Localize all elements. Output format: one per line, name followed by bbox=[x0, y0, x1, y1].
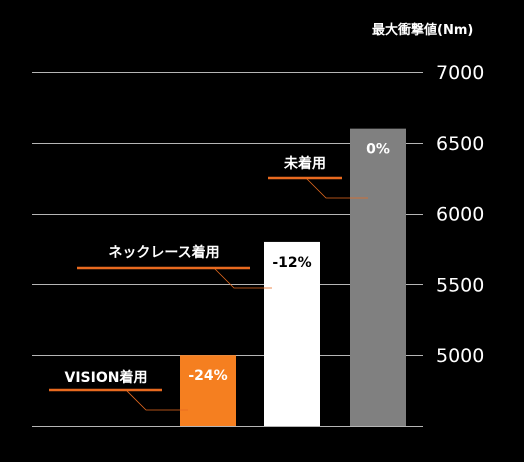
data-label: 0% bbox=[366, 142, 390, 158]
category-label: 未着用 bbox=[284, 155, 326, 172]
y-tick-label: 6000 bbox=[436, 204, 484, 226]
data-label: -12% bbox=[272, 255, 311, 271]
data-label: -24% bbox=[188, 368, 227, 384]
category-annotations: VISION着用 ネックレース着用 未着用 bbox=[49, 155, 368, 411]
leader-line bbox=[213, 267, 272, 289]
y-axis-label: 最大衝撃値(Nm) bbox=[372, 22, 473, 38]
leader-line bbox=[305, 177, 368, 199]
y-tick-label: 5500 bbox=[436, 274, 484, 296]
y-tick-label: 5000 bbox=[436, 345, 484, 367]
y-tick-label: 6500 bbox=[436, 133, 484, 155]
bar bbox=[180, 355, 236, 426]
leader-line bbox=[125, 389, 188, 411]
bar bbox=[350, 128, 406, 426]
category-label: VISION着用 bbox=[65, 369, 148, 386]
bar bbox=[264, 241, 320, 426]
gridlines bbox=[32, 72, 423, 427]
category-label: ネックレース着用 bbox=[108, 244, 219, 261]
y-tick-label: 7000 bbox=[436, 62, 484, 84]
y-tick-labels: 5000 5500 6000 6500 7000 bbox=[436, 62, 484, 367]
bars: -24% -12% 0% bbox=[180, 128, 406, 426]
